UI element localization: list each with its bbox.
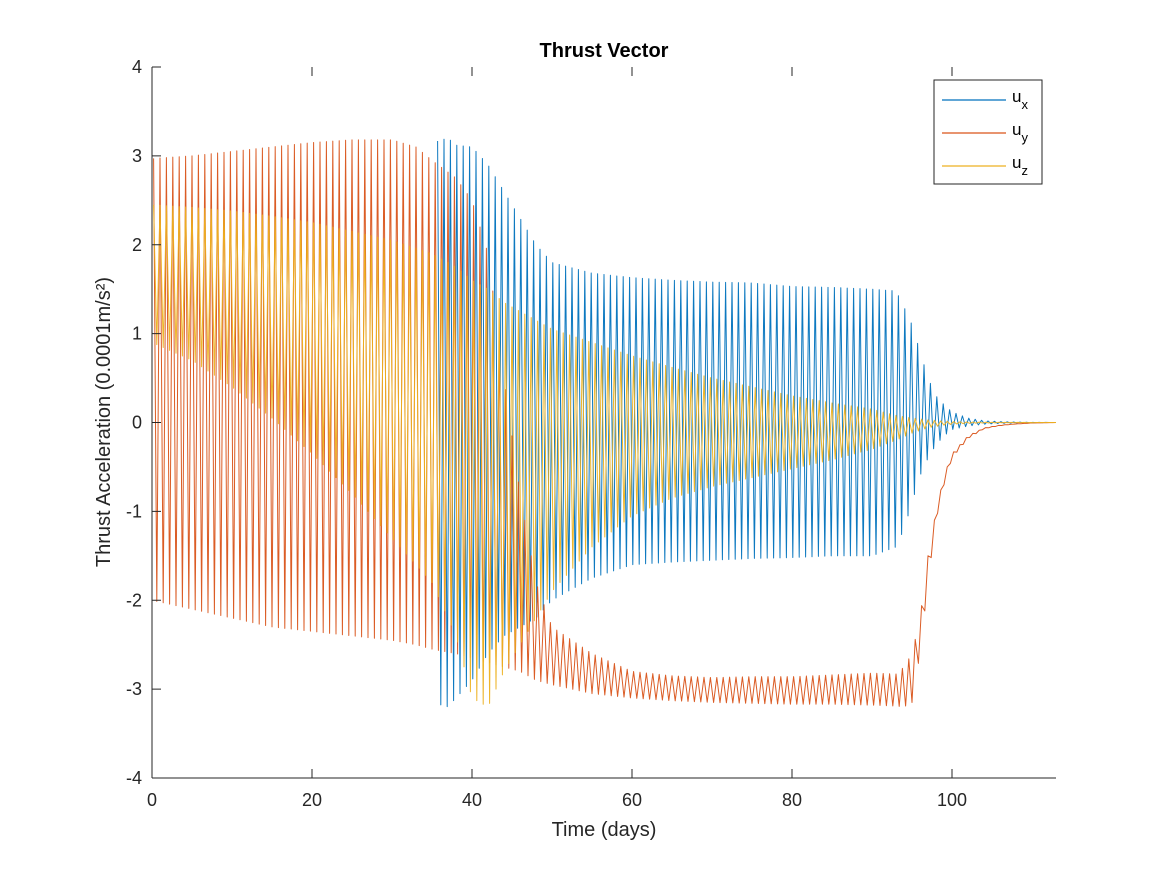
series-line-z [153,204,1057,705]
series-line-y [153,139,1057,707]
legend-label-x: ux [1012,87,1028,112]
x-tick-label: 60 [622,790,642,810]
x-tick-label: 40 [462,790,482,810]
x-tick-label: 100 [937,790,967,810]
legend-label-y: uy [1012,120,1028,145]
legend: ux uy uz [933,79,1043,185]
y-axis-label: Thrust Acceleration (0.0001m/s²) [93,277,115,567]
y-tick-label: -1 [126,501,142,521]
x-axis-label: Time (days) [552,819,657,841]
legend-label-z: uz [1012,153,1028,178]
y-tick-label: 2 [132,235,142,255]
series-layer [153,138,1057,708]
y-tick-label: -2 [126,590,142,610]
ticks-layer: 0 20 40 60 80 100 -4 -3 -2 -1 0 1 2 3 4 [126,57,967,810]
x-tick-label: 80 [782,790,802,810]
y-tick-label: -4 [126,768,142,788]
y-tick-label: 4 [132,57,142,77]
series-line-x [437,138,1057,708]
legend-box [933,79,1043,185]
y-tick-label: 1 [132,324,142,344]
y-tick-label: 0 [132,413,142,433]
y-tick-label: -3 [126,679,142,699]
x-tick-label: 0 [147,790,157,810]
chart-title: Thrust Vector [540,40,669,62]
x-tick-label: 20 [302,790,322,810]
y-tick-label: 3 [132,146,142,166]
